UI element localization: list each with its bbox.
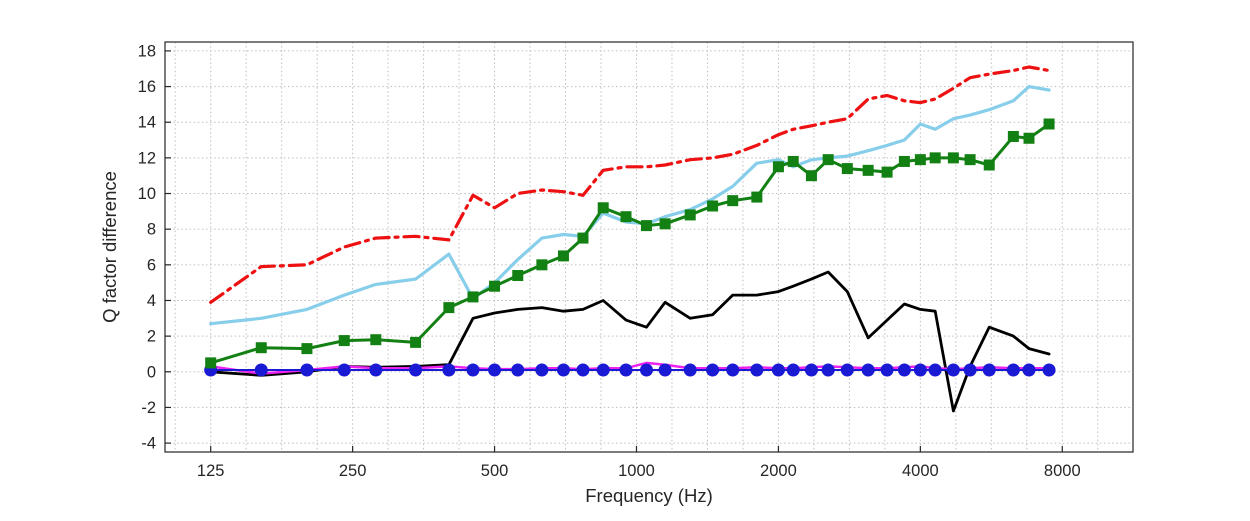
series-green-squares-marker (914, 154, 926, 166)
series-blue-circles-marker (771, 363, 785, 377)
x-tick-label: 500 (481, 462, 509, 480)
series-blue-circles-marker (897, 363, 911, 377)
series-green-squares-marker (983, 159, 995, 171)
y-tick-label: 16 (138, 78, 156, 96)
series-blue-circles-marker (786, 363, 800, 377)
series-blue-circles-marker (804, 363, 818, 377)
series-blue-circles-marker (821, 363, 835, 377)
series-green-squares-marker (597, 202, 609, 214)
series-green-squares-marker (512, 270, 524, 282)
series-green-squares-marker (536, 259, 548, 271)
y-tick-label: 18 (138, 42, 156, 60)
series-blue-circles-marker (750, 363, 764, 377)
series-green-squares-marker (751, 191, 763, 203)
x-tick-label: 250 (339, 462, 367, 480)
series-blue-circles-marker (982, 363, 996, 377)
series-green-squares-marker (443, 302, 455, 314)
series-green-squares-marker (898, 155, 910, 167)
series-blue-circles-marker (576, 363, 590, 377)
series-blue-circles-marker (300, 363, 314, 377)
y-tick-label: -2 (141, 399, 156, 417)
series-blue-circles-marker (840, 363, 854, 377)
series-blue-circles-marker (639, 363, 653, 377)
y-tick-label: 12 (138, 149, 156, 167)
series-blue-circles-marker (369, 363, 383, 377)
series-blue-circles-marker (596, 363, 610, 377)
y-tick-label: 6 (147, 256, 156, 274)
series-green-squares-marker (862, 164, 874, 176)
series-blue-circles-marker (658, 363, 672, 377)
y-tick-label: 2 (147, 328, 156, 346)
series-green-squares-marker (255, 342, 267, 354)
series-blue-circles-marker (466, 363, 480, 377)
x-tick-label: 8000 (1044, 462, 1081, 480)
series-green-squares-marker (410, 336, 422, 348)
series-green-squares-marker (947, 152, 959, 164)
series-green-squares-marker (707, 200, 719, 212)
series-green-squares-marker (577, 232, 589, 244)
y-tick-label: 0 (147, 363, 156, 381)
series-blue-circles-marker (913, 363, 927, 377)
series-blue-circles-marker (683, 363, 697, 377)
series-green-squares-marker (841, 163, 853, 175)
y-tick-label: 10 (138, 185, 156, 203)
series-blue-circles-marker (409, 363, 423, 377)
series-blue-circles-marker (880, 363, 894, 377)
series-green-squares-marker (964, 154, 976, 166)
y-tick-label: -4 (141, 435, 156, 453)
series-green-squares-marker (805, 170, 817, 182)
y-axis-label: Q factor difference (99, 171, 120, 323)
series-green-squares-marker (338, 335, 350, 347)
series-green-squares-marker (1023, 132, 1035, 144)
series-blue-circles-marker (511, 363, 525, 377)
series-blue-circles-marker (1042, 363, 1056, 377)
series-blue-circles-marker (963, 363, 977, 377)
x-tick-label: 4000 (902, 462, 939, 480)
series-green-squares-marker (620, 211, 632, 223)
series-green-squares-marker (467, 291, 479, 303)
series-blue-circles-marker (726, 363, 740, 377)
series-green-squares-marker (929, 152, 941, 164)
y-tick-label: 14 (138, 114, 156, 132)
series-blue-circles-marker (1022, 363, 1036, 377)
series-green-squares-marker (772, 161, 784, 173)
series-blue-circles-marker (488, 363, 502, 377)
series-green-squares-marker (727, 195, 739, 207)
series-blue-circles-marker (928, 363, 942, 377)
series-blue-circles-marker (535, 363, 549, 377)
series-green-squares-marker (659, 218, 671, 230)
series-blue-circles-marker (1006, 363, 1020, 377)
series-sky-blue-solid-line (209, 84, 1051, 326)
series-blue-circles-marker (254, 363, 268, 377)
series-blue-circles-marker (619, 363, 633, 377)
x-axis-label: Frequency (Hz) (585, 485, 713, 506)
x-tick-label: 125 (197, 462, 225, 480)
y-tick-label: 4 (147, 292, 156, 310)
series-green-squares-marker (205, 357, 217, 369)
series-green-squares-marker (822, 154, 834, 166)
series-green-squares-marker (640, 220, 652, 232)
series-blue-circles-marker (337, 363, 351, 377)
x-tick-label: 2000 (760, 462, 797, 480)
series-blue-circles-marker (861, 363, 875, 377)
series-green-squares-marker (1043, 118, 1055, 130)
series-blue-circles-marker (556, 363, 570, 377)
series-blue-circles-marker (946, 363, 960, 377)
x-tick-label: 1000 (618, 462, 655, 480)
axes-box (164, 41, 1134, 453)
series-green-squares-marker (787, 155, 799, 167)
y-tick-label: 8 (147, 221, 156, 239)
series-green-squares-marker (489, 280, 501, 292)
series-green-squares-marker (370, 334, 382, 346)
series-green-squares-marker (557, 250, 569, 262)
series-blue-circles-marker (706, 363, 720, 377)
series-green-squares-marker (684, 209, 696, 221)
series-green-squares-marker (301, 343, 313, 355)
series-red-dash-dot-line (209, 65, 1051, 304)
series-blue-circles-marker (442, 363, 456, 377)
series-green-squares-marker (1007, 130, 1019, 142)
series-green-squares-marker (881, 166, 893, 178)
